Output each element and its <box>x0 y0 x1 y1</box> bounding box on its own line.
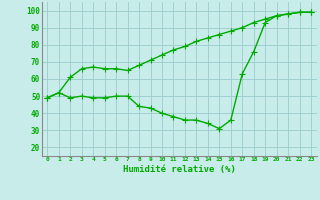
X-axis label: Humidité relative (%): Humidité relative (%) <box>123 165 236 174</box>
